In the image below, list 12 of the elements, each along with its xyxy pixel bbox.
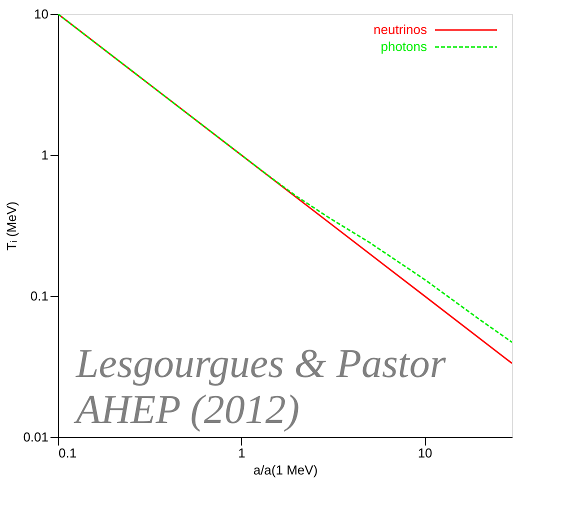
x-tick-label: 1 [238,446,246,460]
legend-label: photons [380,39,428,54]
y-tick-label: 0.01 [23,430,48,444]
y-tick-label: 1 [41,148,48,162]
legend-label: neutrinos [374,22,428,37]
y-tick-label: 0.1 [30,288,48,304]
annotation: Lesgourgues & Pastor AHEP (2012) [73,340,447,432]
y-tick-label: 10 [34,6,48,22]
x-axis-title: a/a(1 MeV) [253,462,318,478]
x-tick-label: 10 [418,446,432,460]
y-axis-title: Tᵢ (MeV) [4,202,20,250]
x-tick-label: 0.1 [58,446,77,460]
